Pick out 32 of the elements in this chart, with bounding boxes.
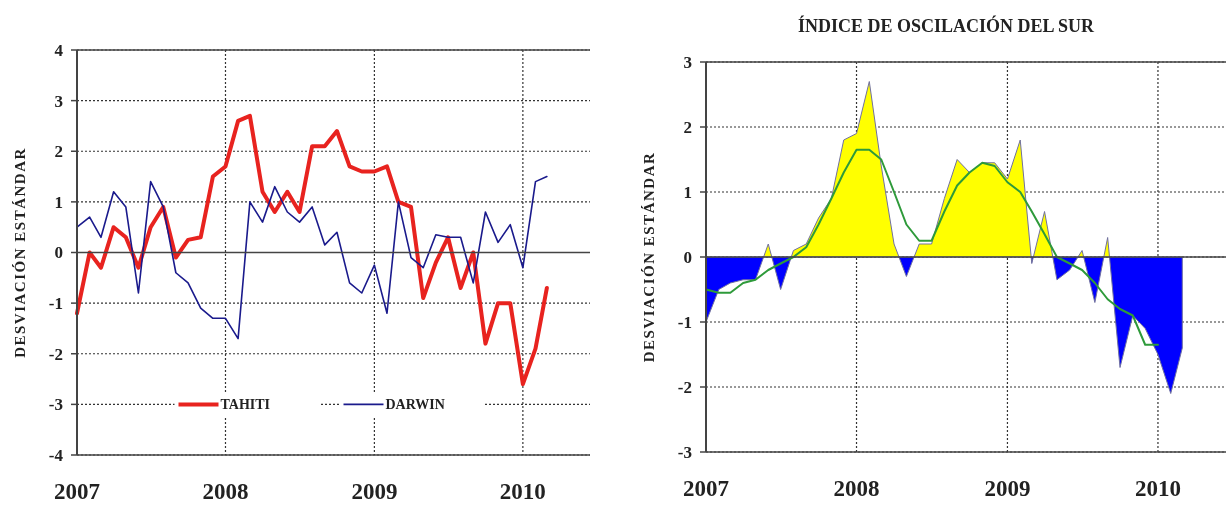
- y-tick-label: -2: [48, 344, 63, 364]
- y-tick-label: 0: [54, 243, 63, 263]
- x-tick-label: 2007: [54, 479, 100, 504]
- x-tick-label: 2009: [984, 476, 1031, 501]
- y-tick-label: 4: [54, 40, 64, 60]
- legend-label: DARWIN: [385, 397, 445, 413]
- y-tick-label: 3: [683, 52, 692, 72]
- y-tick-label: -3: [677, 442, 692, 462]
- y-tick-label: -4: [48, 445, 64, 465]
- x-tick-label: 2008: [833, 476, 880, 501]
- chart-title: ÍNDICE DE OSCILACIÓN DEL SUR: [797, 15, 1096, 36]
- line-series: [76, 175, 548, 340]
- legend-label: TAHITI: [220, 397, 271, 413]
- y-axis-title: DESVIACIÓN ESTÁNDAR: [12, 147, 28, 358]
- y-tick-label: 2: [683, 117, 692, 137]
- y-tick-label: 3: [54, 91, 63, 111]
- y-tick-label: -3: [48, 395, 63, 415]
- y-tick-label: 0: [683, 247, 692, 267]
- y-axis-title: DESVIACIÓN ESTÁNDAR: [641, 151, 657, 363]
- line-series: [705, 148, 1159, 346]
- x-tick-label: 2009: [351, 479, 398, 504]
- y-tick-label: -1: [677, 312, 692, 332]
- x-tick-label: 2010: [1134, 476, 1181, 501]
- y-tick-label: 2: [54, 142, 63, 162]
- y-tick-label: 1: [54, 192, 63, 212]
- y-tick-label: -2: [677, 377, 692, 397]
- y-tick-label: -1: [48, 294, 63, 314]
- line-series: [75, 113, 549, 387]
- x-tick-label: 2010: [499, 479, 546, 504]
- x-tick-label: 2008: [202, 479, 249, 504]
- y-tick-label: 1: [683, 182, 692, 202]
- x-tick-label: 2007: [683, 476, 729, 501]
